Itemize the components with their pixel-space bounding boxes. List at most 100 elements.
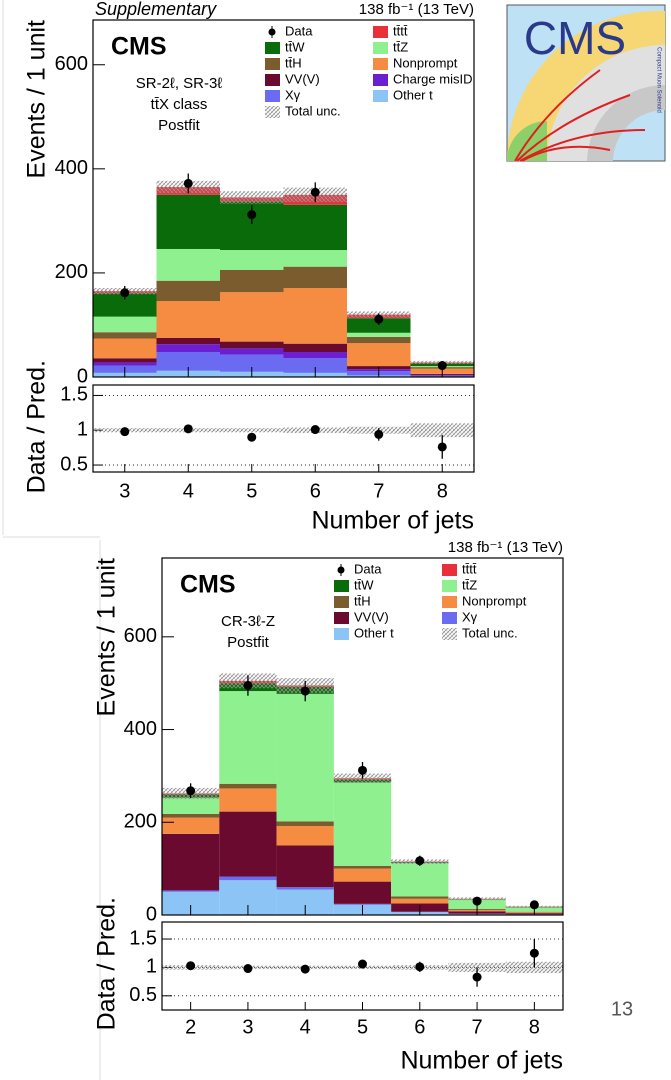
stack-segment — [391, 896, 449, 899]
legend-label: Total unc. — [285, 103, 341, 118]
stack-segment — [219, 876, 277, 881]
ratio-point — [243, 964, 253, 974]
ratio-point — [437, 442, 447, 452]
stack-segment — [219, 783, 277, 789]
legend-label: Xγ — [285, 87, 301, 102]
stack-segment — [220, 354, 284, 372]
legend-data-marker — [268, 28, 276, 36]
legend-label: Total unc. — [462, 625, 518, 640]
stack-segment — [156, 248, 220, 281]
legend-label: tt̄tt̄ — [393, 23, 408, 38]
y-tick-label: 0.5 — [129, 984, 157, 1006]
stack-segment — [333, 782, 392, 866]
stack-segment — [219, 788, 277, 812]
legend-swatch — [334, 612, 349, 624]
legend-label: Nonprompt — [393, 55, 458, 70]
ratio-point — [529, 948, 539, 958]
stack-segment — [93, 316, 157, 333]
data-point — [243, 681, 253, 690]
x-tick-label: 5 — [357, 1016, 368, 1038]
stack-segment — [156, 344, 220, 353]
stack-segment — [220, 250, 284, 270]
data-point — [300, 686, 310, 696]
legend-label: Nonprompt — [462, 593, 527, 608]
x-tick-label: 3 — [119, 480, 130, 502]
legend-swatch — [265, 106, 280, 118]
x-tick-label: 3 — [242, 1016, 253, 1038]
stack-segment — [283, 288, 347, 344]
cms-label: CMS — [180, 571, 236, 599]
legend-label: tt̄H — [354, 593, 371, 608]
data-point — [529, 900, 539, 910]
y-tick-label: 400 — [124, 718, 157, 740]
x-tick-label: 4 — [183, 480, 194, 502]
stack-segment — [283, 358, 347, 373]
stack-segment — [333, 903, 392, 905]
stack-segment — [220, 348, 284, 355]
ratio-band — [220, 428, 284, 433]
legend-swatch — [265, 90, 280, 102]
page-number: 13 — [611, 998, 633, 1020]
x-tick-label: 6 — [310, 480, 321, 502]
stack-segment — [156, 352, 220, 371]
y-axis-label: Data / Pred. — [93, 897, 121, 1030]
stack-segment — [162, 890, 220, 892]
stack-segment — [93, 362, 157, 366]
data-point — [183, 178, 193, 188]
x-tick-label: 8 — [437, 480, 448, 502]
legend-swatch — [265, 58, 280, 70]
region-label: Postfit — [158, 117, 201, 134]
stack-segment — [156, 280, 220, 302]
stack-segment — [333, 881, 392, 904]
ratio-point — [186, 961, 196, 971]
stack-segment — [93, 358, 157, 363]
plot-frame — [161, 921, 564, 1011]
data-point — [186, 786, 196, 796]
x-axis-label: Number of jets — [400, 1047, 563, 1075]
stack-segment — [276, 845, 334, 888]
lumi-label: 138 fb⁻¹ (13 TeV) — [359, 1, 474, 18]
legend-swatch — [334, 580, 349, 592]
legend-label: tt̄tt̄ — [462, 561, 477, 576]
stack-segment — [162, 833, 220, 891]
legend-swatch — [442, 564, 457, 576]
stack-segment — [156, 194, 220, 249]
stack-segment — [333, 868, 392, 882]
legend-label: Data — [285, 23, 313, 38]
y-tick-label: 0.5 — [60, 453, 88, 475]
ratio-point — [310, 425, 320, 435]
legend-data-marker — [337, 566, 345, 574]
data-point — [374, 314, 384, 324]
data-point — [437, 361, 447, 371]
stack-segment — [162, 797, 220, 814]
legend-swatch — [442, 628, 457, 640]
stack-segment — [347, 336, 411, 344]
legend-label: Other t — [393, 87, 433, 102]
stack-segment — [276, 821, 334, 826]
legend-label: VV(V) — [285, 71, 320, 86]
legend-swatch — [442, 596, 457, 608]
y-tick-label: 200 — [55, 261, 88, 283]
y-tick-label: 600 — [124, 625, 157, 647]
ratio-point — [120, 427, 130, 437]
ratio-point — [183, 424, 193, 434]
y-tick-label: 400 — [55, 157, 88, 179]
ratio-point — [374, 429, 384, 439]
x-tick-label: 7 — [472, 1016, 483, 1038]
legend-label: Data — [354, 561, 382, 576]
y-tick-label: 200 — [124, 811, 157, 833]
plot-frame — [92, 19, 475, 378]
legend-swatch — [334, 596, 349, 608]
stack-segment — [276, 887, 334, 890]
region-label: CR-3ℓ-Z — [221, 613, 275, 630]
legend-swatch — [442, 580, 457, 592]
stack-segment — [283, 352, 347, 359]
data-point — [310, 187, 320, 197]
stack-segment — [162, 817, 220, 834]
y-axis-label: Events / 1 unit — [93, 558, 121, 716]
cms-logo: CMS Compact Muon Solenoid — [506, 4, 666, 162]
stack-segment — [347, 343, 411, 367]
region-label: tt̄X class — [151, 96, 208, 113]
legend-label: Xγ — [462, 609, 478, 624]
